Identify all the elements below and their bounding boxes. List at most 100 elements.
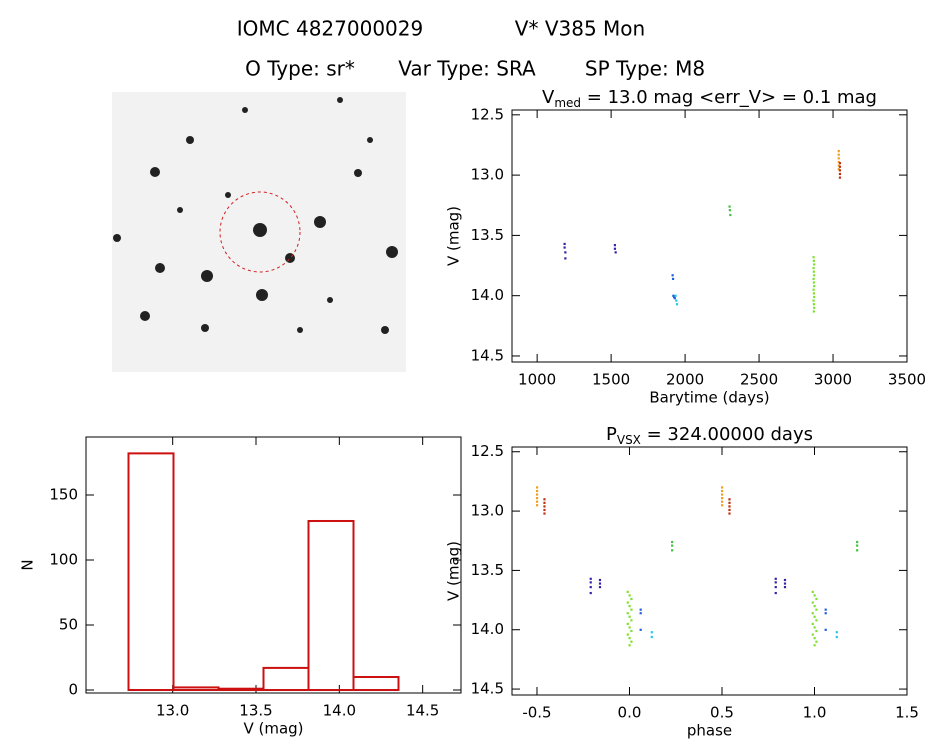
x-tick-label: 0.0	[618, 704, 642, 722]
x-axis-label: Barytime (days)	[649, 389, 769, 407]
x-tick-label: 14.5	[406, 702, 439, 720]
plot-frame	[511, 446, 908, 696]
data-point	[835, 631, 838, 634]
y-axis-label: V (mag)	[445, 541, 463, 601]
data-point	[535, 493, 539, 496]
x-axis-label: V (mag)	[243, 720, 303, 738]
y-tick-label: 100	[49, 550, 78, 568]
data-point	[856, 544, 859, 547]
x-tick-label: 1500	[592, 371, 630, 389]
data-point	[535, 500, 539, 503]
data-point	[783, 578, 787, 582]
title-main: V	[542, 87, 555, 108]
data-point	[564, 257, 567, 260]
y-axis-label: N	[19, 559, 37, 570]
var-type: Var Type: SRA	[398, 57, 536, 81]
data-point	[774, 577, 777, 580]
data-point	[672, 294, 675, 297]
data-point	[630, 629, 633, 633]
data-point	[728, 501, 731, 504]
hist-bar	[172, 686, 220, 692]
data-point	[811, 601, 814, 604]
y-tick-label: 13.5	[471, 226, 504, 244]
data-point	[674, 294, 677, 297]
data-point	[835, 635, 838, 639]
data-point	[671, 274, 674, 277]
x-tick-label: 1000	[518, 371, 556, 389]
data-point	[812, 292, 815, 295]
y-tick-label: 12.5	[471, 442, 504, 460]
data-point	[811, 590, 814, 593]
title-rest: = 13.0 mag <err_V> = 0.1 mag	[581, 87, 877, 108]
data-point	[589, 581, 592, 584]
data-point	[837, 157, 840, 160]
chart-title: Vmed = 13.0 mag <err_V> = 0.1 mag	[542, 87, 877, 110]
data-point	[589, 586, 592, 589]
data-point	[613, 244, 617, 247]
data-point	[543, 501, 546, 504]
x-tick-label: 2500	[740, 371, 778, 389]
data-point	[614, 251, 617, 254]
data-point	[630, 619, 633, 622]
data-point	[543, 498, 546, 501]
data-point	[675, 303, 679, 306]
data-point	[598, 586, 602, 589]
data-point	[783, 582, 787, 585]
data-point	[812, 259, 815, 262]
data-point	[589, 591, 592, 595]
y-tick-label: 13.5	[471, 561, 504, 579]
data-point	[671, 277, 675, 281]
data-point	[628, 637, 631, 640]
data-point	[543, 512, 546, 515]
title-main: P	[606, 424, 617, 445]
data-point	[837, 164, 840, 167]
data-point	[838, 172, 842, 176]
data-point	[720, 493, 724, 496]
data-point	[626, 633, 629, 636]
y-tick-label: 14.5	[471, 680, 504, 698]
data-point	[812, 299, 815, 302]
data-point	[543, 505, 546, 508]
data-point	[671, 549, 674, 552]
y-tick-label: 14.5	[471, 346, 504, 364]
data-point	[774, 581, 777, 584]
star-name: V* V385 Mon	[515, 17, 645, 41]
data-point	[628, 605, 631, 608]
data-point	[639, 608, 642, 611]
data-point	[812, 303, 815, 306]
data-point	[812, 310, 815, 313]
data-point	[650, 631, 653, 634]
data-point	[838, 165, 842, 168]
data-point	[824, 608, 827, 611]
x-tick-label: 2000	[666, 371, 704, 389]
data-point	[728, 508, 731, 512]
data-point	[813, 615, 816, 618]
title-rest: = 324.00000 days	[641, 424, 813, 445]
data-point	[598, 582, 602, 585]
x-tick-label: 1.5	[895, 704, 919, 722]
data-point	[720, 497, 724, 500]
data-point	[774, 586, 777, 589]
data-point	[812, 266, 815, 270]
data-point	[650, 635, 653, 639]
plot-frame	[511, 109, 908, 363]
data-point	[628, 594, 631, 597]
data-point	[720, 504, 724, 507]
data-point	[675, 299, 678, 302]
data-point	[813, 605, 816, 608]
data-point	[671, 540, 674, 544]
hist-bar	[307, 519, 355, 692]
star-id: IOMC 4827000029	[237, 17, 423, 41]
hist-bar	[127, 452, 175, 692]
data-point	[837, 153, 840, 156]
data-point	[720, 489, 724, 493]
data-point	[630, 608, 633, 611]
data-point	[626, 612, 629, 615]
data-point	[728, 209, 731, 212]
y-tick-label: 12.5	[471, 105, 504, 123]
data-point	[813, 295, 816, 299]
data-point	[543, 508, 546, 512]
data-point	[720, 500, 724, 503]
title-sub: VSX	[617, 433, 641, 447]
data-point	[813, 644, 816, 647]
